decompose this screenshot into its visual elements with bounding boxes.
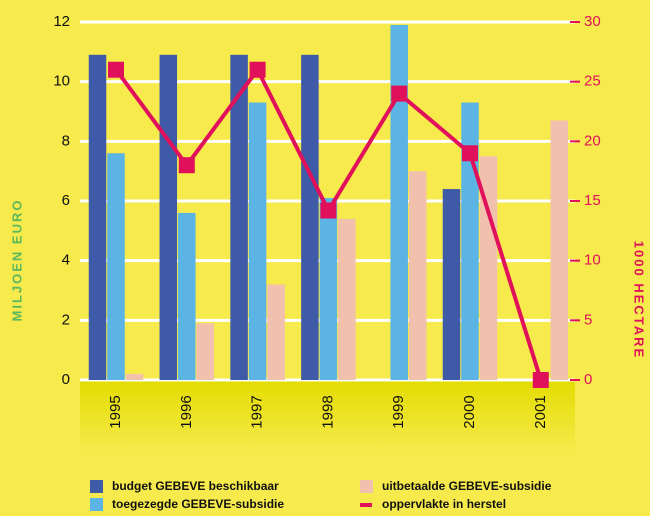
bar (390, 24, 408, 380)
y-axis-label: MILJOEN EURO (9, 199, 24, 322)
bar (159, 54, 178, 381)
y2-tick-label: 5 (584, 311, 592, 328)
x-tick-label: 1995 (107, 395, 124, 428)
y-tick-label: 10 (53, 73, 70, 90)
y2-axis-label: 1000 HECTARE (632, 241, 647, 359)
marker (391, 85, 408, 102)
bar (442, 189, 461, 380)
y-tick-label: 0 (62, 371, 70, 388)
bar (88, 54, 107, 381)
y-tick-label: 6 (62, 192, 70, 209)
marker (108, 61, 124, 78)
y-tick-label: 4 (62, 252, 70, 269)
marker (532, 372, 549, 388)
legend-label: toegezegde GEBEVE-subsidie (112, 497, 284, 511)
bar (408, 171, 427, 380)
y2-tick-label: 20 (584, 132, 601, 149)
bar (267, 284, 285, 380)
y2-tick-label: 15 (584, 192, 601, 209)
bar (196, 323, 215, 380)
legend-label: uitbetaalde GEBEVE-subsidie (382, 479, 552, 493)
legend-swatch (360, 503, 372, 507)
bar (230, 54, 248, 381)
marker (320, 202, 337, 219)
bar (107, 153, 125, 380)
y2-tick-label: 25 (584, 73, 601, 90)
y2-tick-label: 0 (584, 371, 592, 388)
x-tick-label: 2001 (532, 395, 549, 428)
bar (248, 102, 267, 381)
x-tick-label: 2000 (461, 395, 478, 428)
y2-tick-label: 30 (584, 13, 601, 30)
y2-tick-label: 10 (584, 252, 601, 269)
x-tick-label: 1998 (319, 395, 336, 428)
bar (178, 212, 196, 380)
x-tick-label: 1996 (178, 395, 195, 428)
legend-swatch (360, 480, 373, 493)
x-tick-label: 1999 (390, 395, 407, 428)
y-tick-label: 12 (53, 13, 70, 30)
bar (461, 102, 479, 381)
bar (301, 54, 319, 381)
marker (178, 157, 195, 174)
bar (338, 218, 356, 380)
y-tick-label: 2 (62, 311, 70, 328)
axis-band (80, 380, 575, 452)
legend-swatch (90, 498, 103, 511)
legend-label: budget GEBEVE beschikbaar (112, 479, 279, 493)
bar (479, 156, 498, 380)
x-tick-label: 1997 (249, 395, 266, 428)
bar (319, 198, 338, 380)
bar (125, 374, 144, 380)
bar (550, 120, 569, 380)
marker (249, 61, 266, 78)
legend-label: oppervlakte in herstel (382, 497, 506, 511)
legend-swatch (90, 480, 103, 493)
marker (462, 145, 478, 162)
y-tick-label: 8 (62, 132, 70, 149)
